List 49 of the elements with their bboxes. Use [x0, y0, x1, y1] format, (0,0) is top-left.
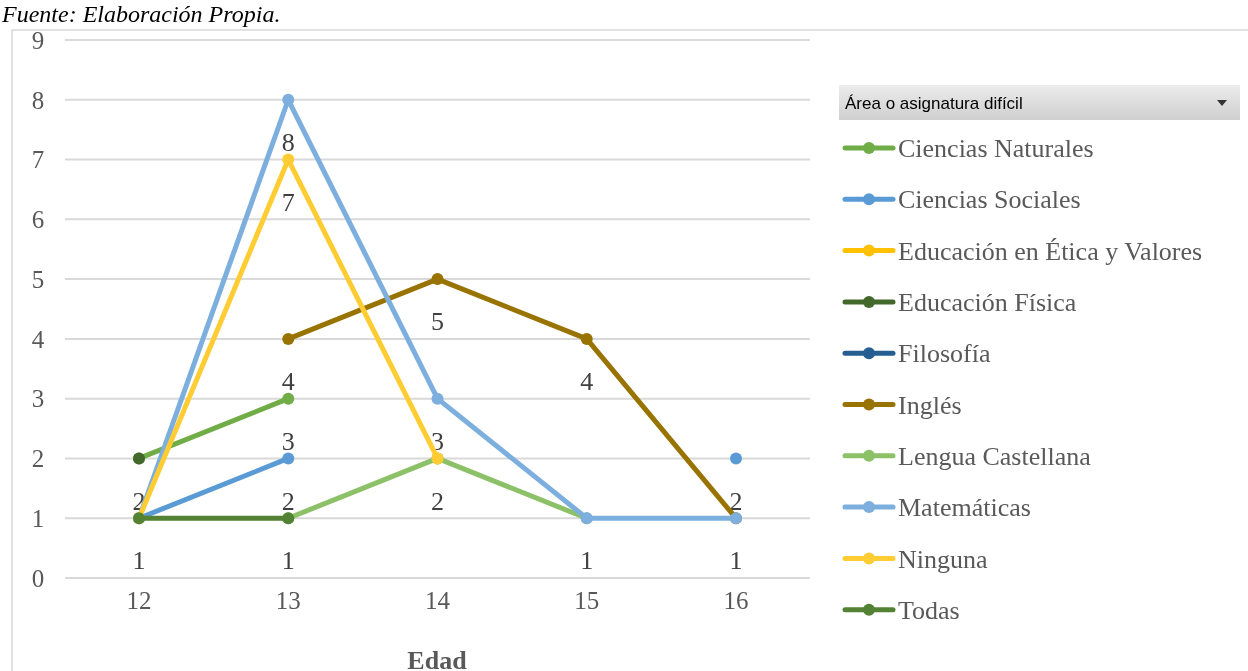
point [282, 392, 295, 405]
data-label: 1 [580, 546, 594, 576]
data-label: 5 [431, 307, 444, 337]
y-tick-label: 6 [31, 206, 45, 234]
legend-label: Ciencias Sociales [898, 185, 1081, 215]
legend-label: Lengua Castellana [898, 441, 1092, 471]
data-label: 2 [281, 486, 295, 516]
point [730, 452, 742, 465]
point [282, 452, 295, 465]
y-tick-label: 7 [31, 146, 45, 174]
x-axis-title: Edad [407, 646, 468, 671]
point [282, 153, 295, 166]
point [431, 273, 444, 286]
x-tick-label: 12 [126, 586, 152, 614]
legend-label: Todas [898, 595, 960, 625]
legend-title: Área o asignatura difícil [845, 93, 1023, 113]
data-label: 2 [729, 486, 743, 516]
legend-label: Educación en Ética y Valores [898, 236, 1203, 266]
legend-label: Inglés [898, 390, 962, 420]
data-label: 8 [281, 127, 295, 157]
y-tick-label: 2 [31, 445, 45, 473]
legend-label: Ciencias Naturales [898, 134, 1094, 164]
y-tick-label: 5 [31, 265, 45, 293]
data-label: 1 [729, 546, 743, 576]
x-tick-label: 16 [723, 586, 749, 614]
data-label: 2 [431, 486, 444, 516]
y-tick-label: 8 [31, 86, 45, 114]
x-tick-label: 13 [275, 586, 301, 614]
y-tick-label: 4 [31, 325, 45, 353]
legend-label: Educación Física [898, 288, 1077, 317]
data-label: 1 [281, 546, 295, 576]
y-tick-label: 9 [31, 26, 45, 54]
point [580, 332, 593, 345]
x-tick-label: 14 [425, 586, 451, 614]
source-note: Fuente: Elaboración Propia. [1, 1, 281, 27]
data-label: 1 [132, 546, 146, 576]
data-label: 3 [281, 426, 295, 456]
x-tick-label: 15 [574, 586, 600, 614]
y-tick-label: 1 [31, 504, 45, 532]
legend-label: Filosofía [898, 339, 991, 369]
y-tick-label: 0 [31, 564, 45, 592]
data-label: 7 [281, 187, 295, 217]
point [282, 332, 295, 345]
data-label: 4 [281, 366, 295, 396]
y-tick-label: 3 [31, 385, 45, 413]
legend-label: Matemáticas [898, 493, 1031, 523]
point [431, 392, 444, 405]
legend-label: Ninguna [898, 544, 988, 574]
data-label: 4 [580, 366, 594, 396]
